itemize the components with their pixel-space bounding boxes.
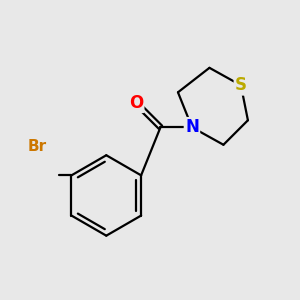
Text: O: O <box>129 94 143 112</box>
Text: Br: Br <box>28 139 47 154</box>
Text: N: N <box>185 118 199 136</box>
Text: S: S <box>235 76 247 94</box>
